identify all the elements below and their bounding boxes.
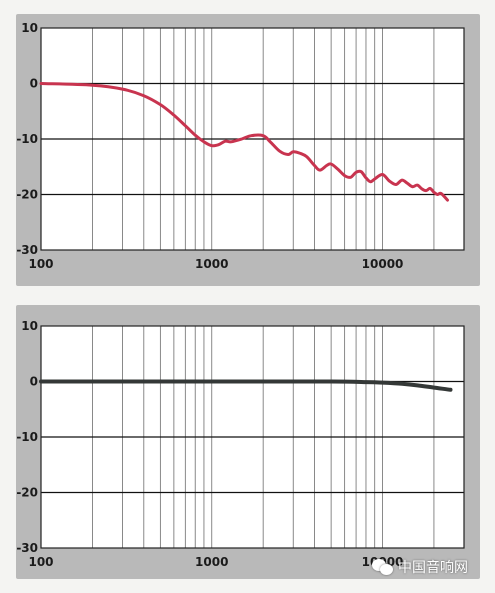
wechat-icon [372,559,394,575]
watermark: 中国音响网 [372,557,468,577]
top-response-curve [39,82,449,202]
top-plot-frame [40,27,465,251]
bottom-y-tick-label: -30 [16,541,38,555]
top-x-tick-label: 10000 [362,257,404,271]
bottom-x-tick-label: 1000 [195,555,228,569]
bottom-y-tick-label: -10 [16,430,38,444]
top-y-tick-label: -30 [16,243,38,257]
top-y-tick-label: -20 [16,188,38,202]
bottom-y-tick-label: -20 [16,486,38,500]
top-y-tick-label: 10 [21,21,38,35]
top-y-tick-label: 0 [30,77,38,91]
bottom-x-tick-label: 100 [28,555,53,569]
bottom-response-curve [39,379,453,392]
top-x-tick-label: 100 [28,257,53,271]
bottom-y-tick-label: 0 [30,375,38,389]
watermark-text: 中国音响网 [398,560,468,576]
bottom-plot-frame [40,325,465,549]
top-x-tick-label: 1000 [195,257,228,271]
top-y-tick-label: -10 [16,132,38,146]
bottom-y-tick-label: 10 [21,319,38,333]
top-chart-panel: 10 0 -10 -20 -30 100 1000 10000 [16,14,480,286]
